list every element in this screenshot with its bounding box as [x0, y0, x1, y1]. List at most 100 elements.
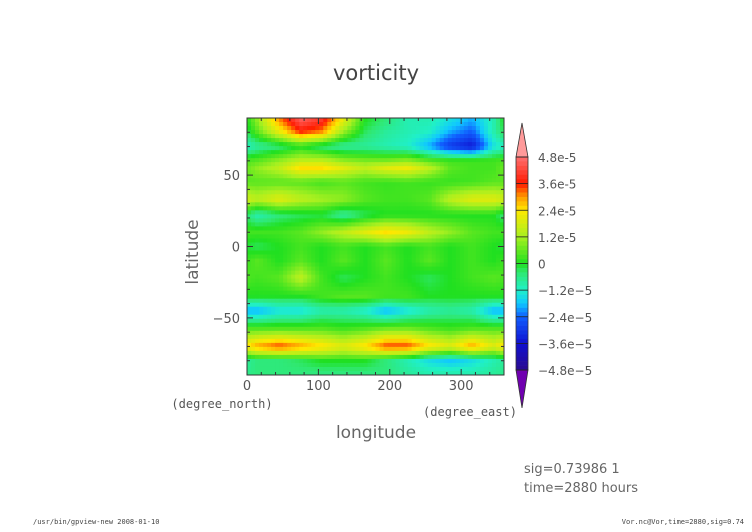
heatmap-cell	[475, 218, 481, 223]
heatmap-cell	[411, 138, 417, 143]
heatmap-cell	[447, 194, 453, 199]
heatmap-cell	[387, 206, 392, 211]
heatmap-cell	[335, 178, 340, 183]
heatmap-cell	[339, 230, 344, 235]
heatmap-cell	[315, 290, 320, 296]
heatmap-cell	[463, 250, 469, 255]
heatmap-cell	[275, 158, 280, 163]
heatmap-cell	[411, 270, 417, 276]
heatmap-cell	[259, 282, 264, 288]
heatmap-cell	[495, 198, 501, 203]
heatmap-cell	[275, 358, 280, 364]
heatmap-cell	[383, 338, 388, 344]
heatmap-cell	[315, 282, 320, 288]
heatmap-cell	[347, 282, 352, 288]
heatmap-cell	[451, 282, 457, 288]
heatmap-cell	[279, 146, 284, 151]
heatmap-cell	[403, 282, 409, 288]
heatmap-cell	[351, 278, 356, 284]
heatmap-cell	[491, 310, 497, 316]
heatmap-cell	[303, 282, 308, 288]
heatmap-cell	[267, 210, 272, 215]
heatmap-cell	[347, 318, 352, 324]
heatmap-cell	[411, 294, 417, 300]
heatmap-cell	[499, 346, 505, 352]
heatmap-cell	[395, 274, 400, 280]
heatmap-cell	[387, 218, 392, 223]
heatmap-cell	[387, 358, 392, 364]
heatmap-cell	[463, 266, 469, 271]
heatmap-cell	[291, 178, 296, 183]
heatmap-cell	[267, 278, 272, 284]
heatmap-cell	[283, 294, 288, 300]
heatmap-cell	[279, 366, 284, 372]
heatmap-cell	[443, 282, 449, 288]
heatmap-cell	[415, 130, 421, 135]
heatmap-cell	[487, 338, 493, 344]
heatmap-cell	[407, 310, 413, 316]
heatmap-cell	[327, 126, 332, 131]
heatmap-cell	[423, 246, 429, 251]
heatmap-cell	[319, 174, 324, 179]
heatmap-cell	[499, 338, 505, 344]
heatmap-cell	[439, 234, 445, 239]
heatmap-cell	[415, 122, 421, 127]
heatmap-cell	[255, 366, 260, 372]
heatmap-cell	[319, 334, 324, 340]
heatmap-cell	[263, 162, 268, 167]
heatmap-cell	[359, 130, 364, 135]
heatmap-cell	[395, 222, 400, 227]
heatmap-cell	[283, 226, 288, 231]
heatmap-cell	[499, 218, 505, 223]
heatmap-cell	[479, 354, 485, 360]
heatmap-cell	[459, 358, 465, 364]
heatmap-cell	[295, 186, 300, 191]
heatmap-cell	[331, 158, 336, 163]
heatmap-cell	[367, 314, 372, 320]
heatmap-cell	[271, 146, 276, 151]
heatmap-cell	[403, 342, 409, 348]
heatmap-cell	[423, 154, 429, 159]
heatmap-cell	[407, 342, 413, 348]
heatmap-cell	[439, 130, 445, 135]
heatmap-cell	[411, 266, 417, 271]
heatmap-cell	[383, 354, 388, 360]
heatmap-cell	[359, 310, 364, 316]
heatmap-cell	[483, 358, 489, 364]
heatmap-cell	[471, 298, 477, 304]
heatmap-cell	[479, 342, 485, 348]
heatmap-cell	[359, 282, 364, 288]
heatmap-cell	[471, 126, 477, 131]
heatmap-cell	[319, 150, 324, 155]
heatmap-cell	[255, 290, 260, 296]
heatmap-cell	[259, 354, 264, 360]
heatmap-cell	[423, 214, 429, 219]
heatmap-cell	[415, 294, 421, 300]
heatmap-cell	[423, 254, 429, 259]
heatmap-cell	[263, 126, 268, 131]
heatmap-cell	[495, 146, 501, 151]
heatmap-cell	[295, 326, 300, 332]
heatmap-cell	[291, 354, 296, 360]
heatmap-cell	[359, 318, 364, 324]
heatmap-cell	[471, 266, 477, 271]
heatmap-cell	[491, 366, 497, 372]
heatmap-cell	[331, 326, 336, 332]
heatmap-cell	[383, 326, 388, 332]
heatmap-cell	[427, 370, 433, 376]
heatmap-cell	[499, 202, 505, 207]
heatmap-cell	[271, 174, 276, 179]
heatmap-cell	[307, 274, 312, 280]
heatmap-cell	[419, 350, 425, 356]
heatmap-cell	[343, 186, 348, 191]
heatmap-cell	[451, 138, 457, 143]
heatmap-cell	[287, 222, 292, 227]
heatmap-cell	[303, 174, 308, 179]
heatmap-cell	[279, 306, 284, 312]
heatmap-cell	[351, 174, 356, 179]
heatmap-cell	[419, 366, 425, 372]
heatmap-cell	[407, 258, 413, 263]
heatmap-cell	[331, 338, 336, 344]
heatmap-cell	[387, 258, 392, 263]
heatmap-cell	[467, 302, 473, 308]
